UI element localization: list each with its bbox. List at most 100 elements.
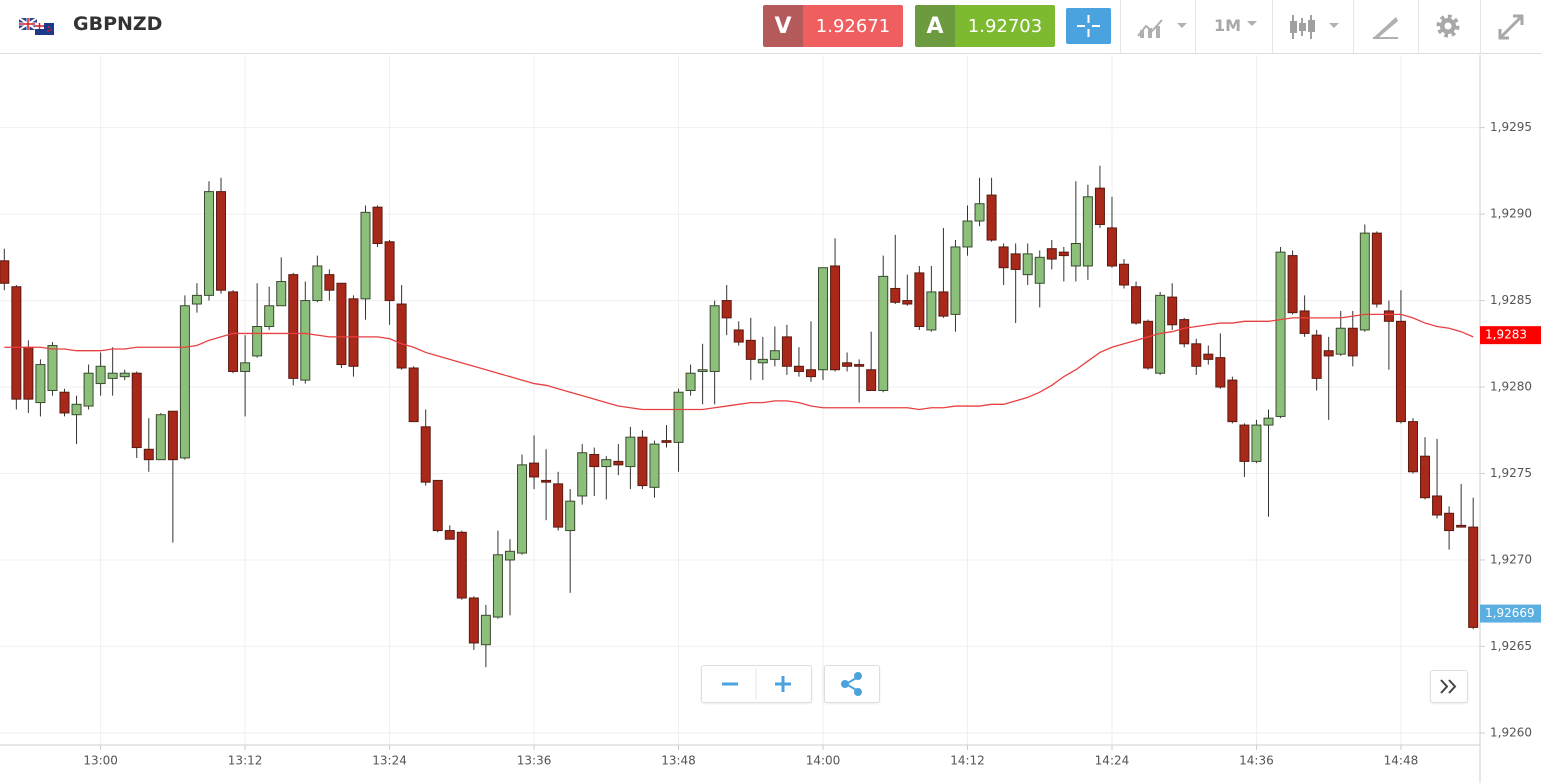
- candle-body: [1203, 353, 1214, 360]
- candle-body: [95, 365, 106, 385]
- buy-price: 1.92703: [955, 5, 1055, 47]
- sell-letter: V: [763, 5, 803, 47]
- candle-body: [890, 287, 901, 303]
- candle-body: [1383, 310, 1394, 322]
- price-label: 1,9283: [1485, 328, 1527, 342]
- candle-body: [733, 329, 744, 343]
- candles: [0, 165, 1479, 668]
- candle-body: [601, 459, 612, 468]
- sell-button[interactable]: V 1.92671: [763, 5, 903, 47]
- candle-body: [1287, 255, 1298, 314]
- candle-body: [203, 191, 214, 296]
- candle-body: [589, 453, 600, 468]
- candle-body: [697, 369, 708, 372]
- candle-body: [1468, 526, 1479, 628]
- candle-body: [1227, 379, 1238, 423]
- candle-body: [1094, 187, 1105, 225]
- candle-body: [300, 300, 311, 381]
- candle-body: [360, 211, 371, 300]
- candle-body: [818, 267, 829, 371]
- separator: [1120, 0, 1121, 53]
- candle-body: [1420, 455, 1431, 499]
- buy-button[interactable]: A 1.92703: [915, 5, 1055, 47]
- candle-body: [1335, 327, 1346, 355]
- candle-body: [1311, 334, 1322, 379]
- x-tick-label: 13:00: [83, 754, 118, 768]
- candle-body: [264, 305, 275, 328]
- candle-body: [974, 203, 985, 222]
- fullscreen-button[interactable]: [1496, 12, 1526, 42]
- candle-body: [1167, 296, 1178, 326]
- candle-body: [468, 597, 479, 644]
- timeframe[interactable]: 1M: [1214, 16, 1242, 35]
- price-label: 1,92669: [1485, 606, 1535, 620]
- candle-body: [1143, 320, 1154, 369]
- candle-body: [11, 286, 22, 400]
- candle-body: [47, 345, 58, 391]
- candle-body: [1444, 512, 1455, 532]
- candles-button[interactable]: [1288, 12, 1344, 42]
- candle-body: [1070, 242, 1081, 267]
- y-tick-label: 1,9285: [1490, 293, 1532, 307]
- timeframe-caret: [1247, 21, 1257, 26]
- candle-body: [71, 403, 82, 416]
- candle-body: [444, 530, 455, 540]
- candle-body: [938, 291, 949, 317]
- candle-body: [854, 364, 865, 367]
- candle-body: [926, 291, 937, 331]
- candle-body: [131, 372, 142, 449]
- candle-body: [1456, 524, 1467, 528]
- share-button[interactable]: [824, 665, 880, 703]
- x-tick-label: 14:12: [950, 754, 985, 768]
- candle-body: [781, 336, 792, 367]
- candle-body: [492, 554, 503, 618]
- buy-letter: A: [915, 5, 955, 47]
- candle-body: [541, 479, 552, 483]
- chart-type-button[interactable]: [1136, 14, 1192, 40]
- candle-body: [830, 265, 841, 371]
- crosshair-button[interactable]: [1066, 8, 1111, 44]
- separator: [1353, 0, 1354, 53]
- scroll-right-button[interactable]: [1430, 670, 1468, 703]
- candle-body: [1275, 251, 1286, 417]
- candle-body: [1263, 417, 1274, 426]
- candle-body: [276, 281, 287, 307]
- drawing-button[interactable]: [1370, 13, 1400, 41]
- y-tick-label: 1,9260: [1490, 725, 1532, 739]
- candle-body: [240, 362, 251, 372]
- y-tick-label: 1,9290: [1490, 207, 1532, 221]
- zoom-icons: [722, 668, 791, 700]
- scroll-icon: [1440, 679, 1457, 694]
- candle-body: [1106, 227, 1117, 267]
- candle-body: [1131, 286, 1142, 324]
- candle-body: [878, 275, 889, 391]
- candle-body: [1359, 232, 1370, 331]
- candle-body: [0, 260, 10, 284]
- zoom-in[interactable]: [775, 676, 791, 692]
- x-tick-label: 14:00: [806, 754, 841, 768]
- candle-body: [167, 410, 178, 461]
- candle-body: [191, 294, 202, 305]
- candle-body: [1299, 310, 1310, 334]
- candle-body: [709, 305, 720, 372]
- candle-body: [1046, 248, 1057, 260]
- y-tick-label: 1,9280: [1490, 380, 1532, 394]
- candle-body: [372, 206, 383, 244]
- settings-button[interactable]: [1433, 11, 1463, 41]
- separator: [1195, 0, 1196, 53]
- candle-body: [324, 274, 335, 291]
- candle-body: [396, 303, 407, 369]
- candle-body: [1407, 421, 1418, 473]
- toolbar: GBPNZD V 1.92671 A 1.92703 1M: [0, 0, 1541, 54]
- candle-body: [1215, 357, 1226, 388]
- separator: [1418, 0, 1419, 53]
- candle-body: [685, 372, 696, 391]
- candle-body: [721, 300, 732, 319]
- candle-body: [107, 372, 118, 379]
- candle-body: [1323, 350, 1334, 357]
- candle-body: [842, 362, 853, 367]
- x-tick-label: 13:12: [228, 754, 263, 768]
- candle-body: [288, 274, 299, 379]
